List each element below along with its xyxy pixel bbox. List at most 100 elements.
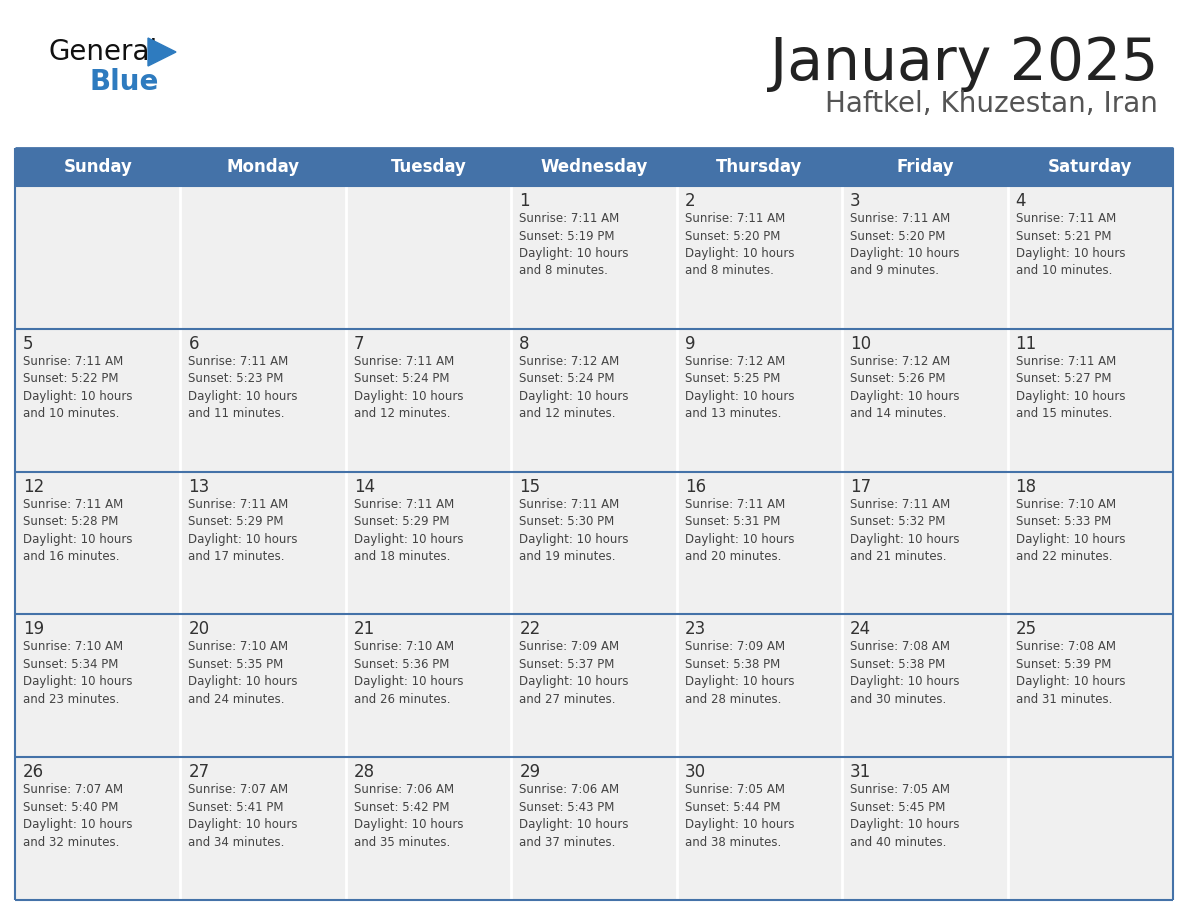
Text: 5: 5 [23, 335, 33, 353]
Text: Sunrise: 7:06 AM
Sunset: 5:42 PM
Daylight: 10 hours
and 35 minutes.: Sunrise: 7:06 AM Sunset: 5:42 PM Dayligh… [354, 783, 463, 849]
Bar [677, 757, 842, 900]
Bar [842, 757, 1007, 900]
Bar [181, 329, 346, 472]
Text: Sunrise: 7:08 AM
Sunset: 5:39 PM
Daylight: 10 hours
and 31 minutes.: Sunrise: 7:08 AM Sunset: 5:39 PM Dayligh… [1016, 641, 1125, 706]
Text: Sunrise: 7:11 AM
Sunset: 5:20 PM
Daylight: 10 hours
and 8 minutes.: Sunrise: 7:11 AM Sunset: 5:20 PM Dayligh… [684, 212, 795, 277]
Text: Sunrise: 7:11 AM
Sunset: 5:21 PM
Daylight: 10 hours
and 10 minutes.: Sunrise: 7:11 AM Sunset: 5:21 PM Dayligh… [1016, 212, 1125, 277]
Bar [1007, 186, 1173, 329]
Text: January 2025: January 2025 [770, 35, 1158, 92]
Bar [1007, 472, 1173, 614]
Text: Sunrise: 7:11 AM
Sunset: 5:22 PM
Daylight: 10 hours
and 10 minutes.: Sunrise: 7:11 AM Sunset: 5:22 PM Dayligh… [23, 354, 133, 420]
Bar [346, 757, 511, 900]
Text: 6: 6 [189, 335, 198, 353]
Text: 4: 4 [1016, 192, 1026, 210]
Text: 18: 18 [1016, 477, 1037, 496]
Bar [842, 186, 1007, 329]
Text: Sunrise: 7:09 AM
Sunset: 5:38 PM
Daylight: 10 hours
and 28 minutes.: Sunrise: 7:09 AM Sunset: 5:38 PM Dayligh… [684, 641, 795, 706]
Text: 16: 16 [684, 477, 706, 496]
Bar [15, 329, 181, 472]
Text: Sunrise: 7:11 AM
Sunset: 5:27 PM
Daylight: 10 hours
and 15 minutes.: Sunrise: 7:11 AM Sunset: 5:27 PM Dayligh… [1016, 354, 1125, 420]
Text: Sunrise: 7:10 AM
Sunset: 5:35 PM
Daylight: 10 hours
and 24 minutes.: Sunrise: 7:10 AM Sunset: 5:35 PM Dayligh… [189, 641, 298, 706]
Bar [677, 186, 842, 329]
Bar [677, 472, 842, 614]
Bar [346, 329, 511, 472]
Text: 13: 13 [189, 477, 209, 496]
Text: Blue: Blue [90, 68, 159, 96]
Bar [181, 472, 346, 614]
Text: Sunrise: 7:11 AM
Sunset: 5:28 PM
Daylight: 10 hours
and 16 minutes.: Sunrise: 7:11 AM Sunset: 5:28 PM Dayligh… [23, 498, 133, 563]
Text: 1: 1 [519, 192, 530, 210]
Text: Sunrise: 7:12 AM
Sunset: 5:24 PM
Daylight: 10 hours
and 12 minutes.: Sunrise: 7:12 AM Sunset: 5:24 PM Dayligh… [519, 354, 628, 420]
Text: Sunrise: 7:08 AM
Sunset: 5:38 PM
Daylight: 10 hours
and 30 minutes.: Sunrise: 7:08 AM Sunset: 5:38 PM Dayligh… [851, 641, 960, 706]
Text: Sunrise: 7:10 AM
Sunset: 5:33 PM
Daylight: 10 hours
and 22 minutes.: Sunrise: 7:10 AM Sunset: 5:33 PM Dayligh… [1016, 498, 1125, 563]
Text: 23: 23 [684, 621, 706, 638]
Bar [1007, 757, 1173, 900]
Bar [15, 472, 181, 614]
Bar [511, 329, 677, 472]
Text: 27: 27 [189, 763, 209, 781]
Bar [511, 186, 677, 329]
Text: 26: 26 [23, 763, 44, 781]
Bar [15, 148, 1173, 186]
Text: Sunrise: 7:05 AM
Sunset: 5:45 PM
Daylight: 10 hours
and 40 minutes.: Sunrise: 7:05 AM Sunset: 5:45 PM Dayligh… [851, 783, 960, 849]
Text: Sunrise: 7:11 AM
Sunset: 5:30 PM
Daylight: 10 hours
and 19 minutes.: Sunrise: 7:11 AM Sunset: 5:30 PM Dayligh… [519, 498, 628, 563]
Text: Wednesday: Wednesday [541, 158, 647, 176]
Bar [842, 329, 1007, 472]
Text: Thursday: Thursday [716, 158, 803, 176]
Text: Sunrise: 7:11 AM
Sunset: 5:23 PM
Daylight: 10 hours
and 11 minutes.: Sunrise: 7:11 AM Sunset: 5:23 PM Dayligh… [189, 354, 298, 420]
Text: Monday: Monday [227, 158, 299, 176]
Text: Haftkel, Khuzestan, Iran: Haftkel, Khuzestan, Iran [826, 90, 1158, 118]
Text: 20: 20 [189, 621, 209, 638]
Bar [346, 186, 511, 329]
Text: 29: 29 [519, 763, 541, 781]
Text: 2: 2 [684, 192, 695, 210]
Text: Sunrise: 7:12 AM
Sunset: 5:25 PM
Daylight: 10 hours
and 13 minutes.: Sunrise: 7:12 AM Sunset: 5:25 PM Dayligh… [684, 354, 795, 420]
Bar [511, 472, 677, 614]
Text: Sunrise: 7:10 AM
Sunset: 5:36 PM
Daylight: 10 hours
and 26 minutes.: Sunrise: 7:10 AM Sunset: 5:36 PM Dayligh… [354, 641, 463, 706]
Text: 9: 9 [684, 335, 695, 353]
Text: Sunrise: 7:10 AM
Sunset: 5:34 PM
Daylight: 10 hours
and 23 minutes.: Sunrise: 7:10 AM Sunset: 5:34 PM Dayligh… [23, 641, 133, 706]
Bar [15, 757, 181, 900]
Text: Sunrise: 7:07 AM
Sunset: 5:41 PM
Daylight: 10 hours
and 34 minutes.: Sunrise: 7:07 AM Sunset: 5:41 PM Dayligh… [189, 783, 298, 849]
Bar [346, 614, 511, 757]
Text: 22: 22 [519, 621, 541, 638]
Text: Sunrise: 7:11 AM
Sunset: 5:29 PM
Daylight: 10 hours
and 18 minutes.: Sunrise: 7:11 AM Sunset: 5:29 PM Dayligh… [354, 498, 463, 563]
Text: Sunrise: 7:11 AM
Sunset: 5:24 PM
Daylight: 10 hours
and 12 minutes.: Sunrise: 7:11 AM Sunset: 5:24 PM Dayligh… [354, 354, 463, 420]
Bar [15, 186, 181, 329]
Bar [511, 757, 677, 900]
Text: 25: 25 [1016, 621, 1037, 638]
Text: Sunrise: 7:11 AM
Sunset: 5:29 PM
Daylight: 10 hours
and 17 minutes.: Sunrise: 7:11 AM Sunset: 5:29 PM Dayligh… [189, 498, 298, 563]
Text: 7: 7 [354, 335, 365, 353]
Text: Sunday: Sunday [63, 158, 132, 176]
Text: 14: 14 [354, 477, 375, 496]
Bar [511, 614, 677, 757]
Text: 28: 28 [354, 763, 375, 781]
Text: 12: 12 [23, 477, 44, 496]
Text: Tuesday: Tuesday [391, 158, 467, 176]
Text: Sunrise: 7:12 AM
Sunset: 5:26 PM
Daylight: 10 hours
and 14 minutes.: Sunrise: 7:12 AM Sunset: 5:26 PM Dayligh… [851, 354, 960, 420]
Text: 24: 24 [851, 621, 871, 638]
Text: Sunrise: 7:07 AM
Sunset: 5:40 PM
Daylight: 10 hours
and 32 minutes.: Sunrise: 7:07 AM Sunset: 5:40 PM Dayligh… [23, 783, 133, 849]
Text: Sunrise: 7:11 AM
Sunset: 5:19 PM
Daylight: 10 hours
and 8 minutes.: Sunrise: 7:11 AM Sunset: 5:19 PM Dayligh… [519, 212, 628, 277]
Text: 15: 15 [519, 477, 541, 496]
Bar [15, 614, 181, 757]
Text: 11: 11 [1016, 335, 1037, 353]
Bar [181, 757, 346, 900]
Bar [842, 614, 1007, 757]
Bar [1007, 614, 1173, 757]
Text: Sunrise: 7:11 AM
Sunset: 5:20 PM
Daylight: 10 hours
and 9 minutes.: Sunrise: 7:11 AM Sunset: 5:20 PM Dayligh… [851, 212, 960, 277]
Text: 30: 30 [684, 763, 706, 781]
Text: General: General [48, 38, 157, 66]
Text: Sunrise: 7:09 AM
Sunset: 5:37 PM
Daylight: 10 hours
and 27 minutes.: Sunrise: 7:09 AM Sunset: 5:37 PM Dayligh… [519, 641, 628, 706]
Text: Sunrise: 7:11 AM
Sunset: 5:32 PM
Daylight: 10 hours
and 21 minutes.: Sunrise: 7:11 AM Sunset: 5:32 PM Dayligh… [851, 498, 960, 563]
Bar [181, 186, 346, 329]
Bar [677, 614, 842, 757]
Bar [677, 329, 842, 472]
Text: Friday: Friday [896, 158, 954, 176]
Text: 8: 8 [519, 335, 530, 353]
Bar [181, 614, 346, 757]
Text: 21: 21 [354, 621, 375, 638]
Text: Saturday: Saturday [1048, 158, 1132, 176]
Text: 10: 10 [851, 335, 871, 353]
Text: 31: 31 [851, 763, 871, 781]
